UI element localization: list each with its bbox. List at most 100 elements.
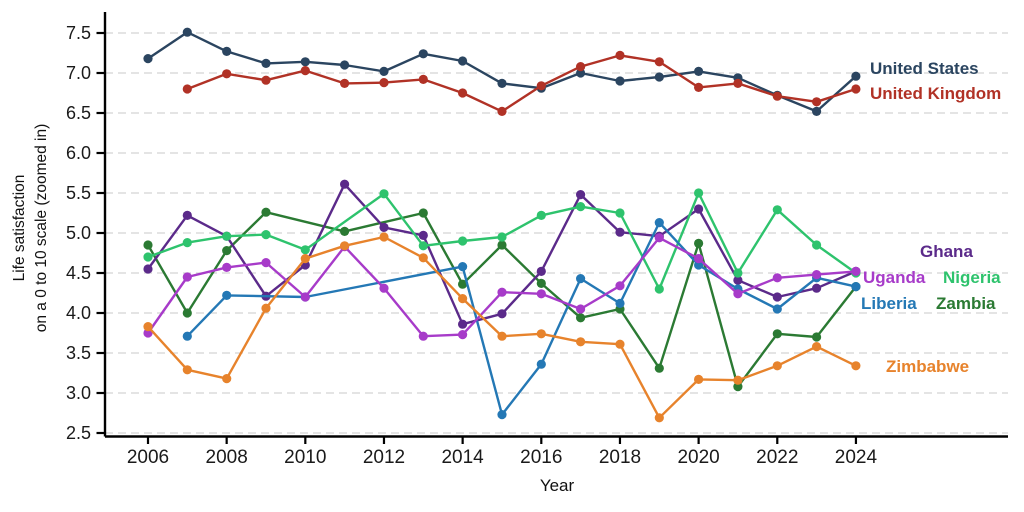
series-label-zimbabwe: Zimbabwe xyxy=(886,357,969,376)
point-uganda xyxy=(222,262,232,272)
point-united-states xyxy=(694,66,704,76)
x-tick-label: 2016 xyxy=(520,447,562,468)
y-tick-label: 5.0 xyxy=(66,223,91,243)
point-liberia xyxy=(497,410,507,420)
point-zambia xyxy=(654,363,664,373)
point-nigeria xyxy=(261,230,271,240)
point-uganda xyxy=(182,272,192,282)
point-zimbabwe xyxy=(654,413,664,423)
x-tick-label: 2014 xyxy=(441,447,484,468)
point-nigeria xyxy=(733,268,743,278)
point-liberia xyxy=(772,304,782,314)
point-united-kingdom xyxy=(300,66,310,76)
point-nigeria xyxy=(458,236,468,246)
x-tick-label: 2012 xyxy=(363,447,405,468)
series-label-united-kingdom: United Kingdom xyxy=(870,84,1001,103)
point-united-kingdom xyxy=(182,84,192,94)
point-uganda xyxy=(615,281,625,291)
point-zambia xyxy=(576,313,586,323)
point-united-kingdom xyxy=(654,57,664,67)
point-uganda xyxy=(497,287,507,297)
point-uganda xyxy=(458,330,468,340)
point-united-kingdom xyxy=(694,82,704,92)
point-liberia xyxy=(851,282,861,292)
point-nigeria xyxy=(379,189,389,199)
point-ghana xyxy=(497,309,507,319)
point-zimbabwe xyxy=(300,254,310,264)
series-label-uganda: Uganda xyxy=(863,268,926,287)
y-tick-label: 3.0 xyxy=(66,383,91,403)
point-zimbabwe xyxy=(772,361,782,371)
point-zambia xyxy=(261,207,271,217)
series-label-united-states: United States xyxy=(870,59,979,78)
point-united-states xyxy=(458,56,468,66)
point-ghana xyxy=(143,264,153,274)
point-zimbabwe xyxy=(182,365,192,375)
point-zimbabwe xyxy=(261,303,271,313)
point-nigeria xyxy=(772,205,782,215)
point-uganda xyxy=(851,266,861,276)
point-united-kingdom xyxy=(576,62,586,72)
point-nigeria xyxy=(143,252,153,262)
line-nigeria xyxy=(147,191,857,291)
y-tick-label: 5.5 xyxy=(66,183,91,203)
x-axis-title: Year xyxy=(540,476,575,495)
y-tick-label: 3.5 xyxy=(66,343,91,363)
point-zimbabwe xyxy=(733,375,743,385)
point-ghana xyxy=(182,210,192,220)
x-tick-label: 2010 xyxy=(284,447,326,468)
point-zimbabwe xyxy=(458,294,468,304)
point-ghana xyxy=(340,179,350,189)
line-united-kingdom xyxy=(186,54,857,113)
point-zambia xyxy=(536,278,546,288)
point-zambia xyxy=(497,240,507,250)
point-uganda xyxy=(772,273,782,283)
point-ghana xyxy=(812,283,822,293)
point-zimbabwe xyxy=(222,374,232,384)
point-uganda xyxy=(418,331,428,341)
line-liberia xyxy=(186,221,857,416)
point-uganda xyxy=(576,304,586,314)
point-ghana xyxy=(458,319,468,329)
point-zambia xyxy=(222,246,232,256)
point-united-states xyxy=(182,27,192,37)
point-ghana xyxy=(418,230,428,240)
y-tick-label: 7.5 xyxy=(66,23,91,43)
point-zimbabwe xyxy=(143,322,153,332)
point-liberia xyxy=(694,260,704,270)
point-zimbabwe xyxy=(536,329,546,339)
point-united-states xyxy=(851,71,861,81)
point-nigeria xyxy=(694,188,704,198)
point-nigeria xyxy=(812,240,822,250)
point-zambia xyxy=(143,240,153,250)
point-zambia xyxy=(772,329,782,339)
point-united-states xyxy=(300,57,310,67)
point-zambia xyxy=(733,382,743,392)
point-ghana xyxy=(379,222,389,232)
point-liberia xyxy=(615,298,625,308)
point-united-kingdom xyxy=(261,75,271,85)
x-tick-label: 2018 xyxy=(599,447,641,468)
point-united-kingdom xyxy=(222,69,232,79)
y-axis-title-line1: Life satisfaction xyxy=(11,175,28,282)
point-uganda xyxy=(379,283,389,293)
point-united-kingdom xyxy=(772,91,782,101)
line-united-states xyxy=(147,31,857,113)
point-united-states xyxy=(340,60,350,70)
point-united-kingdom xyxy=(497,106,507,116)
series-label-ghana: Ghana xyxy=(920,242,973,261)
point-nigeria xyxy=(536,210,546,220)
y-tick-label: 2.5 xyxy=(66,423,91,443)
point-zambia xyxy=(418,208,428,218)
point-united-kingdom xyxy=(733,78,743,88)
point-liberia xyxy=(654,218,664,228)
point-nigeria xyxy=(654,284,664,294)
point-zimbabwe xyxy=(340,241,350,251)
point-zimbabwe xyxy=(576,337,586,347)
y-tick-label: 4.5 xyxy=(66,263,91,283)
x-tick-label: 2022 xyxy=(756,447,798,468)
point-zimbabwe xyxy=(851,361,861,371)
point-united-states xyxy=(576,68,586,78)
